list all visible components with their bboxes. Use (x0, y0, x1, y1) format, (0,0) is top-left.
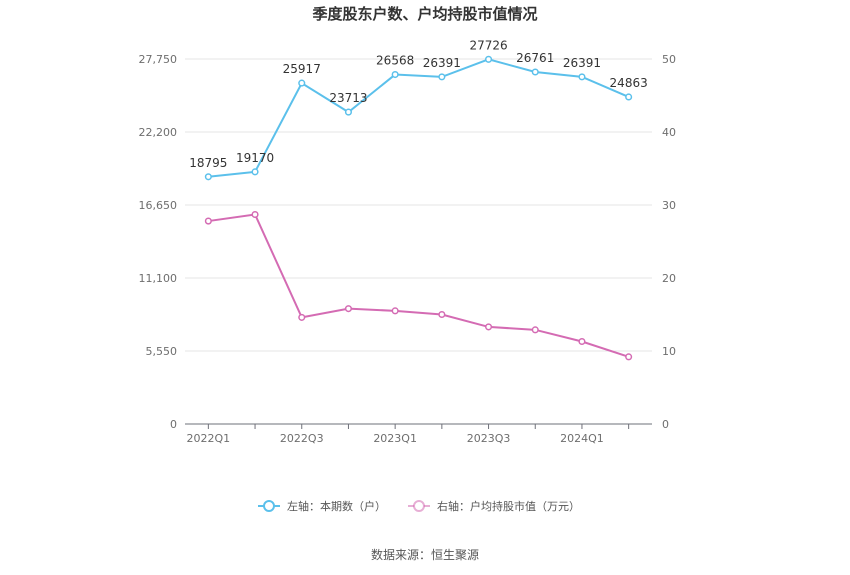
data-point (391, 70, 399, 79)
data-point (251, 210, 259, 219)
data-point (204, 173, 212, 181)
data-label: 26761 (516, 51, 554, 65)
right-axis-tick-label: 40 (662, 126, 676, 139)
data-label: 26568 (376, 54, 414, 68)
x-axis-tick-label: 2022Q3 (280, 432, 324, 445)
data-point (438, 310, 446, 319)
left-axis-tick-label: 5,550 (146, 345, 178, 358)
data-label: 24863 (610, 76, 648, 90)
x-axis-tick-label: 2023Q1 (373, 432, 417, 445)
data-point (531, 326, 539, 334)
right-axis-tick-label: 10 (662, 345, 676, 358)
data-point (578, 337, 586, 346)
data-point (531, 68, 539, 76)
data-point (485, 55, 493, 63)
series-line-holders (208, 58, 630, 178)
x-axis: 2022Q1 2022Q3 2023Q1 2023Q3 2024Q1 (185, 423, 652, 445)
data-label: 25917 (283, 62, 321, 76)
data-point (625, 93, 633, 101)
data-point (251, 168, 259, 176)
legend-label: 左轴：本期数（户） (287, 499, 386, 513)
left-axis-ticks: 0 5,550 11,100 16,650 22,200 27,750 (139, 53, 178, 431)
data-label: 23713 (329, 91, 367, 105)
grid-lines (185, 58, 652, 352)
data-point (625, 353, 633, 361)
x-axis-tick-label: 2024Q1 (560, 432, 604, 445)
series-layer: 18795 19170 25917 23713 26568 26391 27726 26761… (189, 38, 648, 361)
right-axis-tick-label: 0 (662, 418, 669, 431)
right-axis-tick-label: 20 (662, 272, 676, 285)
data-label: 27726 (469, 38, 507, 52)
right-axis-tick-label: 50 (662, 53, 676, 66)
data-point (485, 323, 493, 331)
left-axis-tick-label: 16,650 (139, 199, 178, 212)
x-axis-tick-label: 2022Q1 (187, 432, 231, 445)
data-label: 19170 (236, 151, 274, 165)
data-point (344, 108, 353, 116)
series-line-avg-value (208, 213, 629, 358)
data-point (391, 307, 399, 315)
legend-swatch-marker (263, 500, 275, 512)
data-label: 26391 (563, 56, 601, 70)
x-axis-tick-label: 2023Q3 (467, 432, 511, 445)
data-point (438, 73, 446, 81)
left-axis-tick-label: 27,750 (139, 53, 178, 66)
left-axis-tick-label: 22,200 (139, 126, 178, 139)
data-point (298, 79, 306, 87)
data-label: 26391 (423, 56, 461, 70)
data-point (298, 313, 306, 321)
left-axis-tick-label: 0 (170, 418, 177, 431)
right-axis-tick-label: 30 (662, 199, 676, 212)
legend-swatch-marker (413, 500, 425, 512)
data-label: 18795 (189, 156, 227, 170)
legend-label: 右轴：户均持股市值（万元） (437, 499, 580, 513)
left-axis-tick-label: 11,100 (139, 272, 178, 285)
right-axis-ticks: 0 10 20 30 40 50 (662, 53, 676, 431)
data-point (578, 73, 586, 81)
chart-title: 季度股东户数、户均持股市值情况 (312, 5, 537, 23)
legend: 左轴：本期数（户） 右轴：户均持股市值（万元） (258, 499, 580, 513)
data-point (344, 305, 353, 313)
data-point (204, 217, 212, 225)
source-note: 数据来源：恒生聚源 (371, 547, 479, 562)
